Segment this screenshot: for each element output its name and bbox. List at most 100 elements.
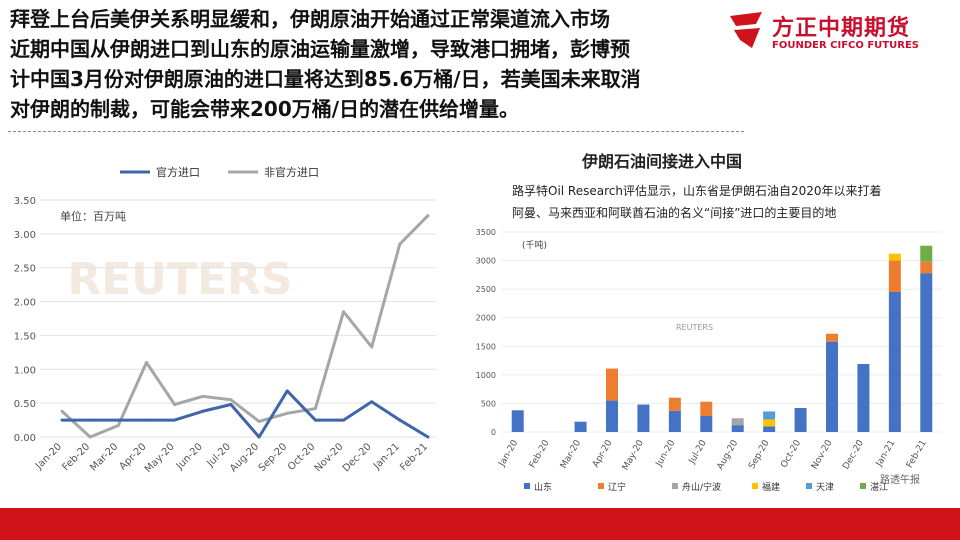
x-tick-label: Sep-20 xyxy=(747,438,772,471)
bar-segment xyxy=(763,426,776,432)
source-tag: 路透午报 xyxy=(880,473,920,486)
logo-chinese-name: 方正中期期货 xyxy=(772,16,911,41)
data-point xyxy=(116,418,120,422)
headline-line: 近期中国从伊朗进口到山东的原油运输量激增，导致港口拥堵，彭博预 xyxy=(10,37,630,61)
x-tick-label: Feb-20 xyxy=(60,441,92,473)
data-point xyxy=(398,418,402,422)
bar-segment xyxy=(857,364,870,432)
bar-segment xyxy=(920,273,933,432)
bar-chart-watermark: REUTERS xyxy=(676,323,713,332)
x-tick-label: Jun-20 xyxy=(174,441,205,472)
x-tick-label: Mar-20 xyxy=(559,438,583,470)
x-tick-label: Nov-20 xyxy=(313,441,346,474)
x-tick-label: Oct-20 xyxy=(779,438,803,469)
y-tick-label: 2.00 xyxy=(14,298,36,309)
data-point xyxy=(201,394,205,398)
y-tick-label: 3000 xyxy=(476,257,496,266)
x-tick-label: Jul-20 xyxy=(687,438,709,466)
legend-swatch xyxy=(860,483,866,489)
legend-label-unofficial: 非官方进口 xyxy=(264,165,319,179)
bar-segment xyxy=(888,253,901,261)
bar-segment xyxy=(700,416,713,432)
data-point xyxy=(88,418,92,422)
y-tick-label: 2500 xyxy=(476,285,496,294)
stacked-bars xyxy=(511,245,933,432)
legend-label: 辽宁 xyxy=(608,481,626,493)
y-tick-label: 1.00 xyxy=(14,365,36,376)
y-tick-label: 0.50 xyxy=(14,399,36,410)
data-point xyxy=(229,402,233,406)
x-tick-label: Feb-21 xyxy=(398,441,430,473)
data-point xyxy=(229,398,233,402)
legend-label: 山东 xyxy=(534,481,552,493)
dashed-divider xyxy=(8,131,744,132)
x-tick-label: Feb-20 xyxy=(528,438,552,470)
x-tick-label: Dec-20 xyxy=(841,438,866,471)
data-point xyxy=(144,361,148,365)
x-tick-label: Jan-21 xyxy=(874,439,897,470)
data-point xyxy=(426,435,430,439)
grid-lines xyxy=(40,199,436,438)
bar-segment xyxy=(637,404,650,432)
data-point xyxy=(257,419,261,423)
bar-chart-title: 伊朗石油间接进入中国 xyxy=(581,152,742,171)
data-point xyxy=(313,407,317,411)
bar-segment xyxy=(731,425,744,432)
x-tick-label: Feb-21 xyxy=(905,439,929,471)
x-tick-label: Jan-20 xyxy=(497,438,521,469)
x-tick-label: Jan-21 xyxy=(371,441,402,472)
indirect-import-bar-chart: 伊朗石油间接进入中国 路孚特Oil Research评估显示，山东省是伊朗石油自… xyxy=(476,152,942,493)
legend-swatch xyxy=(672,483,678,489)
x-tick-label: Sep-20 xyxy=(257,441,290,474)
data-point xyxy=(342,310,346,314)
data-point xyxy=(285,389,289,393)
x-tick-label: Dec-20 xyxy=(341,441,374,474)
bar-segment xyxy=(574,421,587,432)
y-tick-label: 2.50 xyxy=(14,264,36,275)
bar-segment xyxy=(668,397,681,411)
y-tick-label: 2000 xyxy=(476,314,496,323)
legend-label-official: 官方进口 xyxy=(156,165,200,179)
data-point xyxy=(342,418,346,422)
bar-segment xyxy=(763,411,776,420)
bar-segment xyxy=(920,245,933,262)
x-tick-label: Aug-20 xyxy=(228,441,261,474)
bar-segment xyxy=(826,333,838,342)
headline-line: 计中国3月份对伊朗原油的进口量将达到85.6万桶/日，若美国未来取消 xyxy=(10,67,641,91)
series-lines xyxy=(60,214,430,439)
y-tick-label: 1500 xyxy=(476,342,496,351)
legend-label: 湛江 xyxy=(870,482,888,493)
x-tick-label: May-20 xyxy=(621,438,646,472)
x-tick-label: Oct-20 xyxy=(286,441,318,473)
legend-label: 天津 xyxy=(816,482,834,493)
legend: 山东 辽宁 舟山/宁波 福建 天津 湛江 xyxy=(524,481,888,493)
data-point xyxy=(370,400,374,404)
bar-chart-subtitle: 阿曼、马来西亚和阿联酋石油的名义“间接”进口的主要目的地 xyxy=(512,205,836,220)
bar-segment xyxy=(920,261,933,274)
data-point xyxy=(370,345,374,349)
bar-segment xyxy=(888,260,901,292)
unit-label: 单位：百万吨 xyxy=(60,209,126,223)
headline: 拜登上台后美伊关系明显缓和，伊朗原油开始通过正常渠道流入市场 近期中国从伊朗进口… xyxy=(10,4,770,124)
x-tick-label: Apr-20 xyxy=(591,438,615,469)
legend-swatch xyxy=(524,483,530,489)
data-point xyxy=(116,423,120,427)
bar-segment xyxy=(700,401,713,416)
y-tick-label: 3.50 xyxy=(14,196,36,207)
y-tick-label: 3500 xyxy=(476,228,496,237)
x-tick-label: Jun-20 xyxy=(654,438,678,469)
legend-label: 舟山/宁波 xyxy=(682,481,721,493)
data-point xyxy=(144,418,148,422)
legend-label: 福建 xyxy=(762,481,780,493)
bar-segment xyxy=(794,408,807,432)
x-tick-label: Jan-20 xyxy=(33,441,64,472)
series-line xyxy=(60,214,430,439)
data-point xyxy=(313,418,317,422)
y-tick-label: 3.00 xyxy=(14,230,36,241)
data-point xyxy=(285,411,289,415)
headline-line: 拜登上台后美伊关系明显缓和，伊朗原油开始通过正常渠道流入市场 xyxy=(10,7,610,31)
x-tick-label: Mar-20 xyxy=(88,441,120,473)
y-axis-ticks: 0 500 1000 1500 2000 2500 3000 3500 xyxy=(476,228,496,437)
